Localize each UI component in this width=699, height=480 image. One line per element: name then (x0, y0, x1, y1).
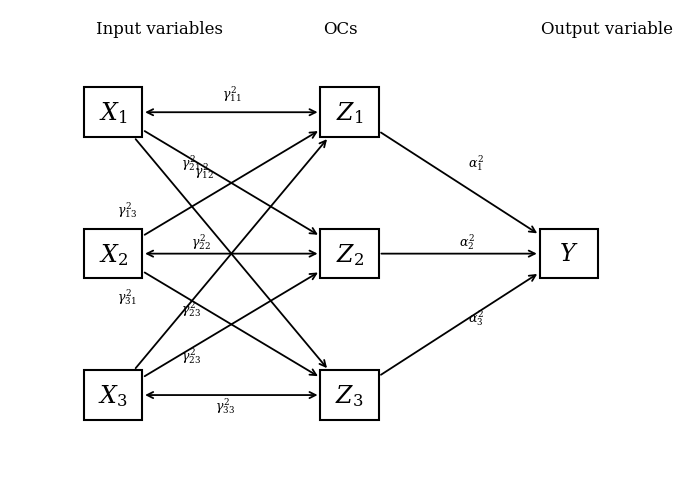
Text: $\gamma_{13}^2$: $\gamma_{13}^2$ (117, 200, 137, 219)
Text: $X_2$: $X_2$ (99, 241, 128, 267)
FancyArrowPatch shape (136, 142, 326, 369)
FancyBboxPatch shape (320, 88, 379, 138)
FancyArrowPatch shape (381, 133, 535, 233)
Text: $\alpha_1^2$: $\alpha_1^2$ (468, 153, 484, 172)
FancyBboxPatch shape (540, 229, 598, 279)
FancyArrowPatch shape (145, 274, 316, 376)
Text: $\gamma_{23}^2$: $\gamma_{23}^2$ (180, 346, 201, 365)
FancyArrowPatch shape (147, 110, 315, 116)
Text: $Z_1$: $Z_1$ (336, 100, 363, 126)
Text: $\gamma_{11}^2$: $\gamma_{11}^2$ (222, 84, 241, 104)
Text: $\alpha_3^2$: $\alpha_3^2$ (468, 308, 484, 327)
Text: $X_1$: $X_1$ (99, 100, 127, 126)
Text: $\alpha_2^2$: $\alpha_2^2$ (459, 232, 475, 251)
Text: $\gamma_{33}^2$: $\gamma_{33}^2$ (215, 396, 235, 415)
FancyArrowPatch shape (145, 133, 316, 235)
FancyArrowPatch shape (147, 251, 315, 257)
FancyArrowPatch shape (136, 140, 326, 367)
FancyArrowPatch shape (381, 276, 535, 375)
Text: $\gamma_{12}^2$: $\gamma_{12}^2$ (194, 161, 214, 180)
Text: $Y$: $Y$ (559, 242, 579, 265)
FancyBboxPatch shape (320, 371, 379, 420)
FancyArrowPatch shape (145, 132, 316, 234)
FancyArrowPatch shape (147, 392, 315, 398)
Text: $\gamma_{23}^2$: $\gamma_{23}^2$ (180, 299, 201, 318)
FancyBboxPatch shape (84, 88, 143, 138)
Text: $X_3$: $X_3$ (99, 382, 128, 408)
FancyBboxPatch shape (320, 229, 379, 279)
Text: $\gamma_{31}^2$: $\gamma_{31}^2$ (117, 287, 136, 306)
FancyArrowPatch shape (382, 251, 535, 257)
FancyBboxPatch shape (84, 229, 143, 279)
Text: $\gamma_{21}^2$: $\gamma_{21}^2$ (181, 153, 201, 172)
Text: OCs: OCs (323, 21, 358, 38)
Text: $Z_3$: $Z_3$ (336, 382, 363, 408)
Text: $Z_2$: $Z_2$ (336, 241, 363, 267)
Text: Output variable: Output variable (541, 21, 673, 38)
Text: $\gamma_{22}^2$: $\gamma_{22}^2$ (191, 232, 210, 251)
Text: Input variables: Input variables (96, 21, 223, 38)
FancyArrowPatch shape (145, 273, 316, 375)
FancyBboxPatch shape (84, 371, 143, 420)
